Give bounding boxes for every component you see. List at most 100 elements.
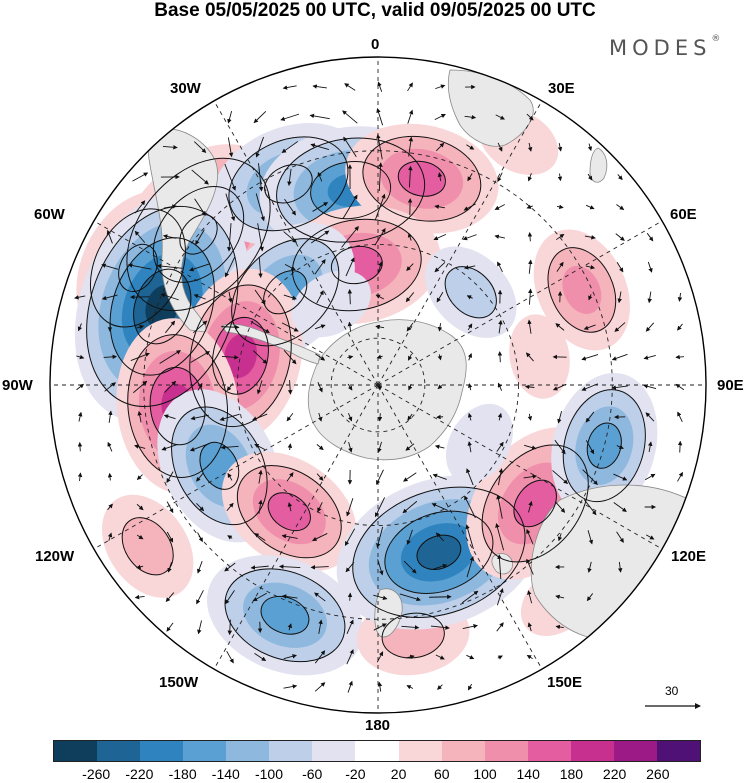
anomaly-band bbox=[562, 265, 602, 314]
wind-vector bbox=[346, 619, 354, 635]
wind-vector bbox=[405, 654, 415, 660]
legend-swatch bbox=[140, 741, 184, 761]
wind-vector bbox=[345, 257, 355, 277]
wind-vector bbox=[406, 685, 414, 690]
wind-vector bbox=[646, 232, 654, 242]
meridian-line bbox=[377, 100, 543, 386]
legend-tick-label: 20 bbox=[390, 766, 407, 782]
wind-vector bbox=[373, 594, 388, 601]
wind-vector bbox=[342, 194, 358, 220]
wind-vector bbox=[312, 533, 328, 541]
wind-vector bbox=[437, 684, 443, 690]
wind-vector bbox=[617, 561, 623, 573]
legend-tick-label: 220 bbox=[602, 766, 627, 782]
tasmania-landmass bbox=[491, 553, 513, 575]
wind-vector bbox=[167, 561, 172, 573]
wind-vector bbox=[281, 141, 299, 154]
contour-line bbox=[121, 517, 174, 576]
wind-vector bbox=[467, 173, 473, 182]
negative-anomaly bbox=[425, 246, 517, 338]
wind-vector bbox=[376, 651, 384, 663]
wind-vector bbox=[616, 531, 624, 543]
wind-vector bbox=[648, 441, 653, 453]
wind-vector bbox=[587, 561, 592, 573]
wind-vector bbox=[250, 321, 270, 333]
wind-vector bbox=[314, 324, 326, 330]
wind-vector bbox=[466, 295, 473, 300]
latitude-circle bbox=[236, 243, 520, 527]
wind-vector bbox=[406, 529, 413, 545]
wind-vector bbox=[496, 622, 504, 632]
wind-vector bbox=[317, 412, 323, 422]
wind-vector bbox=[528, 288, 533, 305]
wind-vector bbox=[227, 472, 233, 481]
wind-vector bbox=[402, 500, 418, 514]
wind-vector bbox=[399, 593, 421, 602]
wind-vector bbox=[585, 440, 595, 455]
wind-vector bbox=[189, 263, 211, 272]
contour-line bbox=[109, 237, 215, 376]
wind-vector bbox=[190, 351, 211, 363]
wind-vector bbox=[587, 143, 593, 152]
wind-vector bbox=[376, 133, 383, 160]
wind-vector bbox=[585, 264, 596, 270]
wind-vector bbox=[309, 113, 330, 120]
contour-line bbox=[86, 205, 239, 408]
wind-vector bbox=[525, 352, 534, 362]
wind-vector bbox=[527, 622, 533, 632]
wind-vector bbox=[255, 136, 264, 158]
legend-swatch bbox=[613, 741, 657, 761]
wind-vector bbox=[194, 198, 206, 216]
wind-vector bbox=[286, 412, 294, 422]
wind-vector bbox=[163, 414, 176, 420]
wind-vector bbox=[344, 83, 356, 91]
wind-vector bbox=[108, 410, 113, 423]
wind-vector bbox=[373, 623, 387, 631]
wind-vector bbox=[437, 354, 442, 361]
wind-vector bbox=[587, 173, 593, 181]
legend-swatch bbox=[226, 741, 270, 761]
wind-vector bbox=[159, 350, 181, 364]
meridian-line bbox=[213, 100, 379, 386]
anomaly-band bbox=[445, 266, 497, 318]
wind-vector bbox=[287, 502, 293, 512]
wind-vector bbox=[160, 293, 179, 301]
wind-vector bbox=[617, 291, 622, 304]
wind-vector bbox=[197, 382, 203, 391]
wind-vector bbox=[107, 532, 113, 541]
contour-line bbox=[352, 486, 526, 619]
wind-vector bbox=[348, 441, 353, 453]
wind-vector bbox=[552, 470, 569, 485]
legend-tick-label: -140 bbox=[211, 766, 240, 782]
wind-vector bbox=[375, 294, 384, 300]
contour-line bbox=[264, 164, 313, 204]
wind-vector bbox=[224, 562, 236, 572]
wind-vector bbox=[314, 259, 326, 275]
wind-vector bbox=[316, 290, 324, 304]
wind-vector bbox=[101, 294, 118, 301]
wind-vector bbox=[347, 288, 353, 305]
wind-vector bbox=[258, 163, 264, 192]
contour-line bbox=[127, 334, 229, 478]
reference-vector-label: 30 bbox=[665, 684, 679, 698]
wind-vector bbox=[284, 263, 296, 271]
color-legend bbox=[53, 740, 701, 762]
wind-vector bbox=[378, 162, 383, 192]
wind-vector bbox=[310, 565, 329, 570]
wind-vector bbox=[106, 229, 113, 244]
wind-vector bbox=[677, 323, 683, 331]
legend-swatch bbox=[527, 741, 571, 761]
wind-vector bbox=[497, 172, 503, 183]
wind-vector bbox=[613, 502, 627, 512]
wind-vector bbox=[258, 256, 263, 278]
wind-vector bbox=[526, 558, 534, 575]
wind-vector bbox=[434, 444, 445, 450]
wind-vector bbox=[130, 352, 150, 361]
wind-vector bbox=[226, 383, 234, 392]
wind-vector bbox=[254, 533, 266, 541]
anomaly-band bbox=[513, 480, 557, 527]
wind-vector bbox=[342, 110, 358, 124]
wind-vector bbox=[467, 383, 473, 391]
wind-vector bbox=[195, 229, 205, 246]
wind-vector bbox=[254, 653, 267, 662]
